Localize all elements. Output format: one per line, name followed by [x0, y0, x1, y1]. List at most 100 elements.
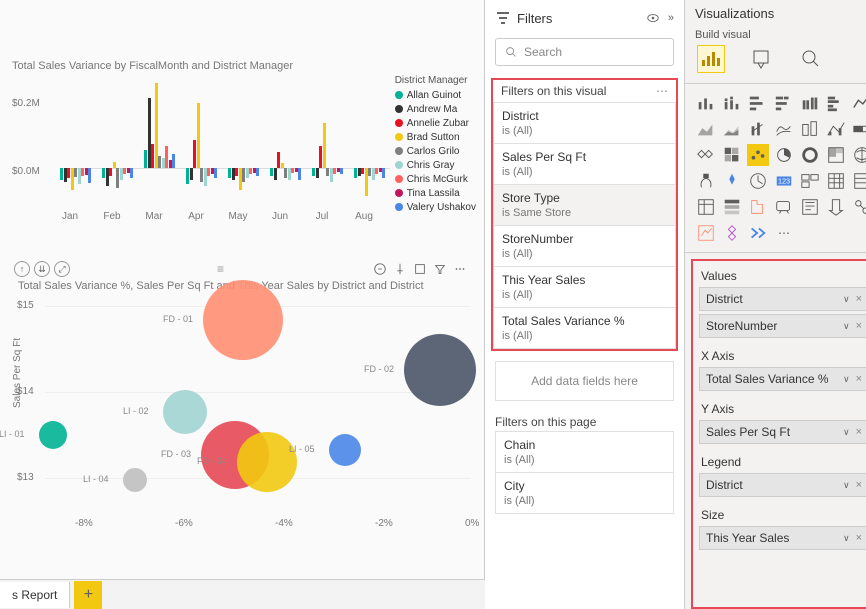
- bar[interactable]: [197, 103, 200, 168]
- viz-type-29[interactable]: [721, 196, 743, 218]
- viz-type-20[interactable]: [851, 144, 866, 166]
- viz-type-35[interactable]: [695, 222, 717, 244]
- drill-down-icon[interactable]: ⇊: [34, 261, 50, 277]
- search-input[interactable]: Search: [495, 38, 674, 66]
- legend-item[interactable]: Brad Sutton: [395, 130, 476, 144]
- more-viz[interactable]: ⋯: [773, 222, 795, 244]
- viz-type-34[interactable]: [851, 196, 866, 218]
- viz-type-1[interactable]: [721, 92, 743, 114]
- format-tab[interactable]: [747, 45, 775, 73]
- bubble[interactable]: [163, 390, 207, 434]
- viz-type-26[interactable]: [825, 170, 847, 192]
- viz-type-14[interactable]: [695, 144, 717, 166]
- legend-item[interactable]: Tina Lassila: [395, 186, 476, 200]
- filter-card[interactable]: StoreNumberis (All): [493, 226, 676, 267]
- filter-card[interactable]: Total Sales Variance %is (All): [493, 308, 676, 349]
- bubble[interactable]: [404, 334, 476, 406]
- legend-item[interactable]: Valery Ushakov: [395, 200, 476, 214]
- drill-up-icon[interactable]: ↑: [14, 261, 30, 277]
- bubble[interactable]: [237, 432, 297, 492]
- bar[interactable]: [130, 168, 133, 178]
- viz-type-12[interactable]: [825, 118, 847, 140]
- viz-type-21[interactable]: [695, 170, 717, 192]
- viz-type-8[interactable]: [721, 118, 743, 140]
- viz-type-31[interactable]: [773, 196, 795, 218]
- viz-type-36[interactable]: [721, 222, 743, 244]
- eye-icon[interactable]: [646, 11, 660, 25]
- bar[interactable]: [190, 168, 193, 180]
- automate-icon[interactable]: [747, 222, 769, 244]
- viz-type-3[interactable]: [773, 92, 795, 114]
- section-more[interactable]: ⋯: [656, 84, 668, 98]
- viz-type-25[interactable]: [799, 170, 821, 192]
- filter-card[interactable]: This Year Salesis (All): [493, 267, 676, 308]
- viz-type-19[interactable]: [825, 144, 847, 166]
- focus-icon[interactable]: [413, 262, 427, 276]
- bar[interactable]: [382, 168, 385, 178]
- viz-type-22[interactable]: [721, 170, 743, 192]
- build-visual-tab[interactable]: [697, 45, 725, 73]
- viz-type-27[interactable]: [851, 170, 866, 192]
- bar[interactable]: [109, 168, 112, 176]
- filter-card[interactable]: Sales Per Sq Ftis (All): [493, 144, 676, 185]
- expand-icon[interactable]: ⤢: [54, 261, 70, 277]
- more-icon[interactable]: [453, 262, 467, 276]
- viz-type-18[interactable]: [799, 144, 821, 166]
- page-filter-card[interactable]: Chainis (All): [495, 431, 674, 473]
- bar[interactable]: [298, 168, 301, 180]
- well-yaxis[interactable]: Sales Per Sq Ft∨×: [699, 420, 866, 444]
- viz-type-11[interactable]: [799, 118, 821, 140]
- viz-type-5[interactable]: [825, 92, 847, 114]
- legend-item[interactable]: Chris McGurk: [395, 172, 476, 186]
- viz-type-6[interactable]: [851, 92, 866, 114]
- legend-item[interactable]: Carlos Grilo: [395, 144, 476, 158]
- well-storenumber[interactable]: StoreNumber∨×: [699, 314, 866, 338]
- add-page-button[interactable]: +: [74, 581, 102, 609]
- legend-item[interactable]: Allan Guinot: [395, 88, 476, 102]
- bar[interactable]: [88, 168, 91, 183]
- viz-type-16[interactable]: [747, 144, 769, 166]
- bubble[interactable]: [203, 280, 283, 360]
- filter2-icon[interactable]: [433, 262, 447, 276]
- viz-type-23[interactable]: [747, 170, 769, 192]
- report-tab[interactable]: s Report: [0, 582, 70, 608]
- legend-item[interactable]: Annelie Zubar: [395, 116, 476, 130]
- bar[interactable]: [340, 168, 343, 174]
- filter-card[interactable]: Store Typeis Same Store: [493, 185, 676, 226]
- bubble[interactable]: [39, 421, 67, 449]
- viz-type-9[interactable]: [747, 118, 769, 140]
- add-fields-drop[interactable]: Add data fields here: [495, 361, 674, 401]
- bar[interactable]: [172, 154, 175, 168]
- viz-type-33[interactable]: [825, 196, 847, 218]
- drag-handle[interactable]: ≡: [210, 262, 234, 276]
- viz-type-0[interactable]: [695, 92, 717, 114]
- well-legend[interactable]: District∨×: [699, 473, 866, 497]
- pin-icon[interactable]: [393, 262, 407, 276]
- bar[interactable]: [316, 168, 319, 178]
- bar[interactable]: [323, 123, 326, 168]
- viz-type-4[interactable]: [799, 92, 821, 114]
- well-size[interactable]: This Year Sales∨×: [699, 526, 866, 550]
- filter-card[interactable]: Districtis (All): [493, 102, 676, 144]
- filter-icon[interactable]: [373, 262, 387, 276]
- well-district[interactable]: District∨×: [699, 287, 866, 311]
- viz-type-13[interactable]: [851, 118, 866, 140]
- bubble[interactable]: [329, 434, 361, 466]
- bar[interactable]: [274, 168, 277, 180]
- viz-type-24[interactable]: 123: [773, 170, 795, 192]
- viz-type-7[interactable]: [695, 118, 717, 140]
- legend-item[interactable]: Chris Gray: [395, 158, 476, 172]
- bar[interactable]: [214, 168, 217, 178]
- bubble[interactable]: [123, 468, 147, 492]
- viz-type-17[interactable]: [773, 144, 795, 166]
- legend-item[interactable]: Andrew Ma: [395, 102, 476, 116]
- analytics-tab[interactable]: [797, 45, 825, 73]
- viz-type-15[interactable]: [721, 144, 743, 166]
- well-xaxis[interactable]: Total Sales Variance %∨×: [699, 367, 866, 391]
- viz-type-10[interactable]: [773, 118, 795, 140]
- viz-type-32[interactable]: [799, 196, 821, 218]
- bar[interactable]: [256, 168, 259, 176]
- page-filter-card[interactable]: Cityis (All): [495, 473, 674, 514]
- viz-type-28[interactable]: [695, 196, 717, 218]
- viz-type-2[interactable]: [747, 92, 769, 114]
